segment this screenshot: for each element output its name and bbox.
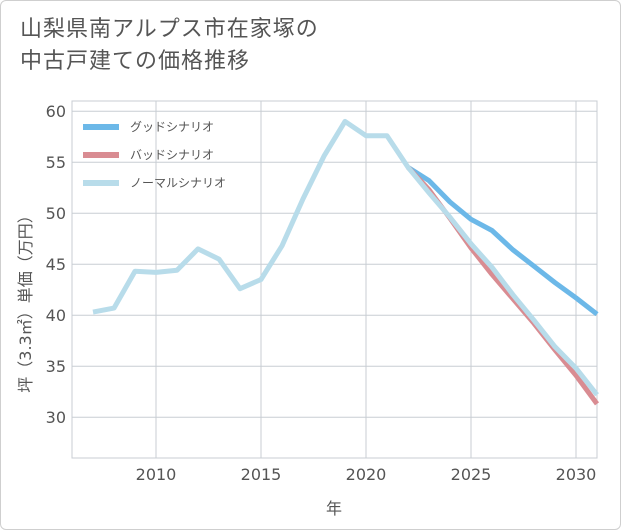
y-tick-label: 55	[46, 153, 66, 172]
x-tick-label: 2010	[136, 465, 177, 484]
chart-title-line-1: 山梨県南アルプス市在家塚の	[20, 17, 319, 42]
grid	[72, 101, 597, 458]
y-tick-label: 45	[46, 255, 66, 274]
series-line-normal	[92, 118, 599, 397]
legend-label-normal: ノーマルシナリオ	[130, 176, 226, 190]
x-tick-label: 2030	[556, 465, 597, 484]
x-tick-label: 2020	[346, 465, 387, 484]
y-tick-label: 35	[46, 357, 66, 376]
y-tick-label: 60	[46, 102, 66, 121]
y-tick-label: 50	[46, 204, 66, 223]
chart-title-line-2: 中古戸建ての価格推移	[20, 49, 251, 74]
series-line-good	[406, 165, 599, 317]
x-tick-label: 2025	[451, 465, 492, 484]
x-tick-label: 2015	[241, 465, 282, 484]
y-axis-label: 坪（3.3㎡）単価（万円）	[16, 207, 35, 392]
x-axis-label: 年	[326, 499, 342, 518]
series-layer	[92, 118, 600, 406]
plot-area	[71, 100, 598, 459]
y-tick-label: 40	[46, 306, 66, 325]
tick-labels: 30 35 40 45 50 55 60 2010 2015 2020 2025 2030	[46, 102, 597, 484]
legend-label-bad: バッドシナリオ	[130, 148, 214, 162]
chart-title: 山梨県南アルプス市在家塚の 中古戸建ての価格推移	[20, 14, 319, 78]
legend: グッドシナリオ バッドシナリオ ノーマルシナリオ	[83, 120, 226, 190]
y-tick-label: 30	[46, 408, 66, 427]
legend-label-good: グッドシナリオ	[130, 120, 214, 134]
